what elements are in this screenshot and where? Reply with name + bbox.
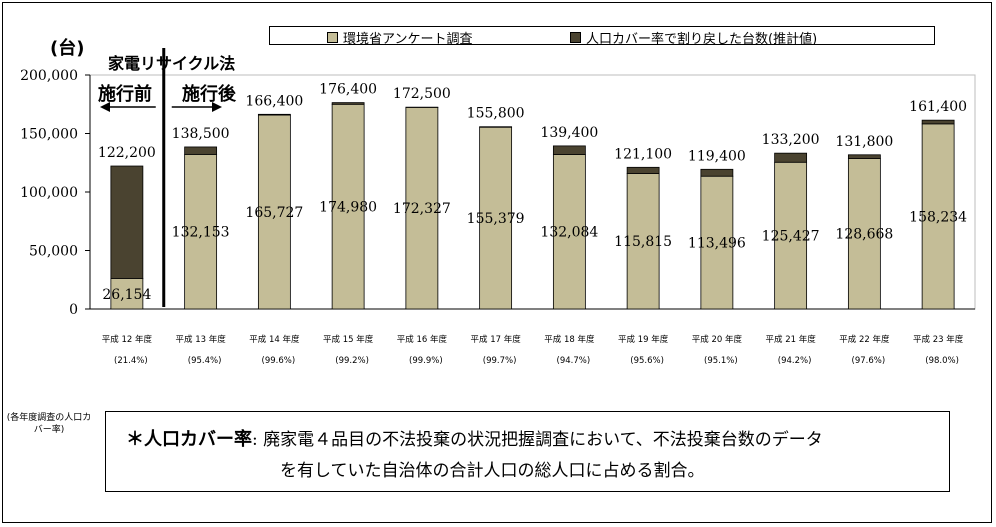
x-category-label: 平成 12 年度 bbox=[102, 334, 153, 345]
bar-estimate bbox=[921, 119, 955, 125]
x-category-label: 平成 13 年度 bbox=[176, 334, 227, 345]
coverage-label: (94.7%) bbox=[557, 356, 591, 366]
bar-estimate bbox=[110, 165, 144, 279]
x-category-label: 平成 20 年度 bbox=[692, 334, 743, 345]
total-value-label: 131,800 bbox=[835, 134, 893, 150]
bar-survey bbox=[921, 123, 955, 310]
x-category-label: 平成 19 年度 bbox=[618, 334, 669, 345]
definition-line-1: ＊人口カバー率: 廃家電４品目の不法投棄の状況把握調査において、不法投棄台数のデ… bbox=[126, 425, 823, 451]
legend-label-estimate: 人口カバー率で割り戻した台数(推計値) bbox=[586, 32, 818, 47]
total-value-label: 155,800 bbox=[467, 106, 525, 122]
plot-area-border bbox=[89, 74, 976, 310]
x-category-label: 平成 18 年度 bbox=[544, 334, 595, 345]
coverage-label: (99.6%) bbox=[262, 356, 296, 366]
bar-survey bbox=[552, 154, 586, 310]
survey-value-label: 155,379 bbox=[467, 211, 525, 227]
x-category-label: 平成 16 年度 bbox=[397, 334, 448, 345]
bar-estimate bbox=[331, 102, 365, 105]
chart-legend: 環境省アンケート調査 人口カバー率で割り戻した台数(推計値) bbox=[269, 26, 935, 47]
definition-box: ＊人口カバー率: 廃家電４品目の不法投棄の状況把握調査において、不法投棄台数のデ… bbox=[105, 411, 950, 492]
coverage-label: (94.2%) bbox=[778, 356, 812, 366]
survey-value-label: 158,234 bbox=[909, 209, 967, 225]
coverage-note: (各年度調査の人口カバー率) bbox=[6, 413, 92, 435]
definition-text-1: : 廃家電４品目の不法投棄の状況把握調査において、不法投棄台数のデータ bbox=[252, 430, 823, 450]
total-value-label: 172,500 bbox=[393, 86, 451, 102]
bar-survey bbox=[626, 173, 660, 310]
x-category-label: 平成 22 年度 bbox=[839, 334, 890, 345]
total-value-label: 161,400 bbox=[909, 99, 967, 115]
coverage-label: (99.2%) bbox=[335, 356, 369, 366]
y-tick-label: 150,000 bbox=[20, 127, 78, 143]
before-arrow-head bbox=[100, 102, 110, 112]
bar-estimate bbox=[774, 152, 808, 163]
bar-estimate bbox=[184, 146, 218, 155]
x-category-label: 平成 15 年度 bbox=[323, 334, 374, 345]
survey-value-label: 128,668 bbox=[835, 227, 893, 243]
bar-survey bbox=[257, 114, 291, 310]
y-tick-label: 100,000 bbox=[20, 185, 78, 201]
total-value-label: 176,400 bbox=[319, 82, 377, 98]
bar-survey bbox=[847, 158, 881, 310]
definition-text-2: を有していた自治体の合計人口の総人口に占める割合。 bbox=[280, 461, 705, 481]
bar-estimate bbox=[700, 168, 734, 177]
survey-value-label: 26,154 bbox=[102, 287, 151, 303]
bar-survey bbox=[331, 103, 365, 310]
survey-value-label: 165,727 bbox=[245, 205, 303, 221]
coverage-label: (21.4%) bbox=[114, 356, 148, 366]
legend-swatch-estimate bbox=[570, 32, 581, 43]
coverage-label: (99.7%) bbox=[483, 356, 517, 366]
bar-estimate bbox=[552, 145, 586, 155]
bar-survey bbox=[479, 126, 513, 310]
y-tick-label: 50,000 bbox=[29, 244, 78, 260]
bar-survey bbox=[184, 153, 218, 310]
bar-survey bbox=[774, 161, 808, 310]
y-axis-unit: (台) bbox=[50, 38, 85, 59]
total-value-label: 138,500 bbox=[172, 126, 230, 142]
legend-swatch-survey bbox=[327, 32, 338, 43]
y-tick-label: 0 bbox=[69, 302, 78, 318]
y-tick-label: 200,000 bbox=[20, 68, 78, 84]
bar-estimate bbox=[626, 166, 660, 174]
after-arrow-head bbox=[212, 102, 222, 112]
coverage-label: (95.4%) bbox=[188, 356, 222, 366]
coverage-label: (98.0%) bbox=[925, 356, 959, 366]
coverage-label: (95.6%) bbox=[630, 356, 664, 366]
survey-value-label: 113,496 bbox=[688, 236, 746, 252]
x-category-label: 平成 17 年度 bbox=[471, 334, 522, 345]
x-category-label: 平成 14 年度 bbox=[249, 334, 300, 345]
bar-survey bbox=[405, 106, 439, 310]
survey-value-label: 174,980 bbox=[319, 200, 377, 216]
bar-survey bbox=[110, 277, 144, 310]
survey-value-label: 115,815 bbox=[614, 234, 672, 250]
total-value-label: 139,400 bbox=[540, 125, 598, 141]
survey-value-label: 132,153 bbox=[172, 225, 230, 241]
survey-value-label: 125,427 bbox=[762, 229, 820, 245]
total-value-label: 122,200 bbox=[98, 145, 156, 161]
before-enforcement-label: 施行前 bbox=[98, 84, 152, 105]
legend-item-estimate: 人口カバー率で割り戻した台数(推計値) bbox=[570, 28, 817, 47]
legend-item-survey: 環境省アンケート調査 bbox=[327, 28, 472, 47]
x-category-label: 平成 21 年度 bbox=[766, 334, 817, 345]
total-value-label: 166,400 bbox=[245, 93, 303, 109]
stacked-bar-chart: 0 50,000 100,000 150,000 200,000 122,200 26,1… bbox=[20, 48, 976, 366]
total-value-label: 121,100 bbox=[614, 146, 672, 162]
total-value-label: 119,400 bbox=[688, 148, 746, 164]
total-value-label: 133,200 bbox=[762, 132, 820, 148]
definition-term: ＊人口カバー率 bbox=[126, 429, 252, 450]
coverage-label: (95.1%) bbox=[704, 356, 738, 366]
bar-estimate bbox=[847, 154, 881, 159]
after-enforcement-label: 施行後 bbox=[182, 84, 236, 105]
legend-label-survey: 環境省アンケート調査 bbox=[343, 32, 473, 47]
x-category-label: 平成 23 年度 bbox=[913, 334, 964, 345]
coverage-label: (99.9%) bbox=[409, 356, 443, 366]
coverage-label: (97.6%) bbox=[852, 356, 886, 366]
bar-estimate bbox=[257, 113, 291, 116]
law-annotation: 家電リサイクル法 bbox=[108, 54, 236, 73]
survey-value-label: 132,084 bbox=[540, 225, 598, 241]
survey-value-label: 172,327 bbox=[393, 201, 451, 217]
